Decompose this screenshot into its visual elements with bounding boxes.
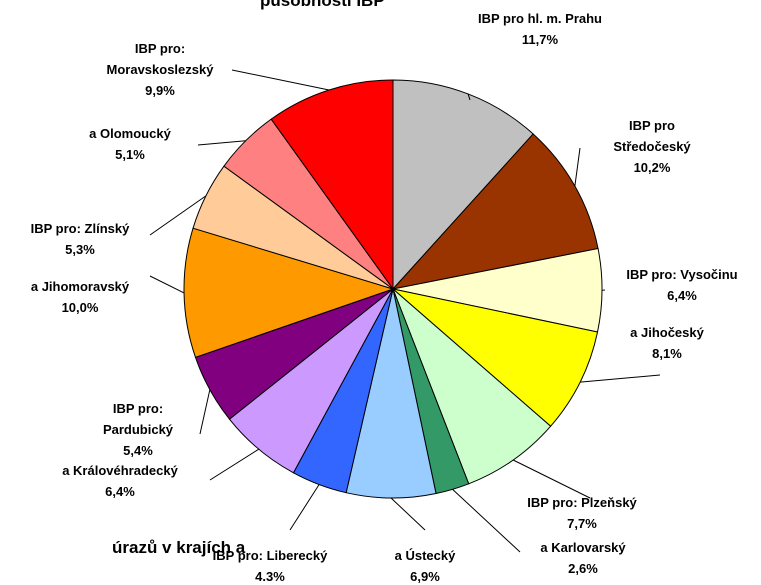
category-label: a Karlovarský [540, 540, 626, 555]
slice-label: IBP pro: Vysočinu 6,4% [597, 264, 761, 306]
category-label: a Ústecký [394, 548, 456, 563]
caption: úrazů v krajích a [112, 538, 246, 557]
slice-label: IBP pro Středočeský 10,2% [592, 115, 712, 178]
leader-line [512, 459, 591, 499]
category-label: IBP pro: Vysočinu [626, 267, 738, 282]
slice-label: a Jihočeský 8,1% [607, 322, 727, 364]
slice-label: IBP pro: Pardubický 5,4% [83, 398, 193, 461]
value-label: 8,1% [652, 346, 682, 361]
value-label: 4.3% [255, 569, 285, 584]
slice-label: IBP pro hl. m. Prahu 11,7% [470, 8, 610, 50]
value-label: 6,9% [410, 569, 440, 584]
pie-slice [183, 227, 395, 358]
leader-line [452, 488, 521, 553]
slice-label: IBP pro: Moravskoslezský 9,9% [80, 38, 240, 101]
value-label: 6,4% [667, 288, 697, 303]
leader-line [580, 374, 661, 383]
pie-slice [270, 79, 394, 291]
leader-line [149, 275, 185, 294]
slice-label: IBP pro: Zlínský 5,3% [5, 218, 155, 260]
leader-line [199, 389, 211, 435]
value-label: 10,0% [61, 300, 99, 315]
category-label: a Královéhradecký [62, 463, 178, 478]
slice-label: a Olomoucký 5,1% [65, 123, 195, 165]
category-label: IBP pro Středočeský [613, 118, 691, 154]
category-label: IBP pro: Plzeňský [527, 495, 637, 510]
slice-label: a Jihomoravský 10,0% [5, 276, 155, 318]
slice-label: a Královéhradecký 6,4% [35, 460, 205, 502]
category-label: IBP pro: Moravskoslezský [106, 41, 214, 77]
leader-line [390, 497, 426, 531]
pie-slice [392, 288, 552, 485]
category-label: a Olomoucký [89, 126, 171, 141]
leader-line [231, 69, 330, 91]
leader-line [574, 147, 581, 187]
leader-line [197, 140, 246, 146]
leader-line [289, 484, 320, 531]
category-label: IBP pro: Pardubický [102, 401, 174, 437]
leader-line [467, 93, 471, 101]
value-label: 9,9% [145, 83, 175, 98]
value-label: 7,7% [567, 516, 597, 531]
value-label: 5,1% [115, 147, 145, 162]
value-label: 5,3% [65, 242, 95, 257]
category-label: IBP pro hl. m. Prahu [477, 11, 602, 26]
slice-label: a Ústecký 6,9% [375, 545, 475, 585]
pie-slice [391, 288, 599, 427]
value-label: 5,4% [123, 443, 153, 458]
slice-label: a Karlovarský 2,6% [513, 537, 653, 579]
slice-label: IBP pro: Plzeňský 7,7% [502, 492, 662, 534]
category-label: IBP pro: Zlínský [30, 221, 130, 236]
value-label: 2,6% [568, 561, 598, 576]
chart-title: působnosti IBP [260, 0, 385, 10]
value-label: 10,2% [633, 160, 671, 175]
leader-line [209, 448, 260, 481]
category-label: a Jihomoravský [30, 279, 130, 294]
value-label: 11,7% [521, 32, 559, 47]
leader-line [149, 195, 207, 236]
value-label: 6,4% [105, 484, 135, 499]
category-label: IBP pro: Liberecký [212, 548, 328, 563]
category-label: a Jihočeský [630, 325, 704, 340]
slice-label: IBP pro: Liberecký 4.3% [195, 545, 345, 585]
